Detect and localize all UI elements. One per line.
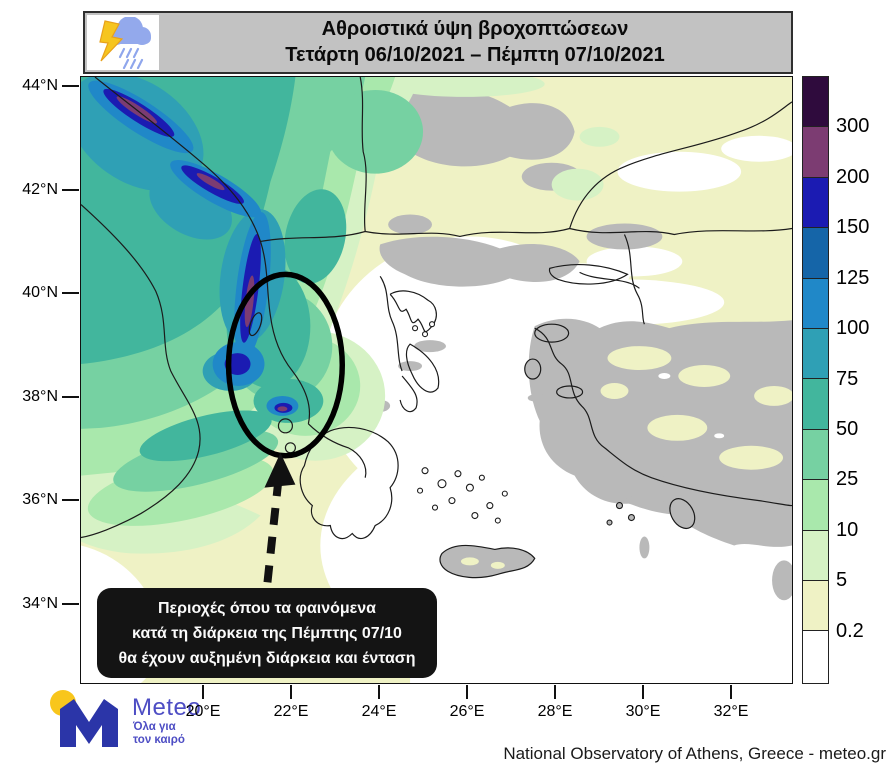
colorbar-tick-label: 0.2	[836, 619, 864, 642]
lat-tick-label: 42°N	[22, 180, 58, 198]
rainfall-field	[81, 77, 620, 554]
colorbar-segment	[803, 278, 828, 330]
lon-tick-mark	[202, 685, 204, 699]
lon-tick-mark	[290, 685, 292, 699]
lat-tick-mark	[62, 85, 79, 87]
lat-tick-mark	[62, 603, 79, 605]
map-title: Αθροιστικά ύψη βροχοπτώσεων	[321, 18, 629, 40]
colorbar-tick-label: 150	[836, 216, 870, 239]
colorbar	[802, 76, 829, 684]
colorbar-tick-label: 50	[836, 417, 859, 440]
annotation-line: θα έχουν αυξημένη διάρκεια και ένταση	[118, 649, 416, 667]
colorbar-segment	[803, 530, 828, 582]
colorbar-segment	[803, 228, 828, 279]
lat-tick-mark	[62, 395, 79, 398]
annotation-line: κατά τη διάρκεια της Πέμπτης 07/10	[132, 624, 402, 642]
colorbar-segment	[803, 379, 828, 430]
lon-tick-label: 20°E	[185, 703, 221, 720]
coastlines	[81, 77, 792, 579]
colorbar-tick-label: 10	[836, 518, 859, 541]
map-date-range: Τετάρτη 06/10/2021 – Πέμπτη 07/10/2021	[285, 44, 665, 66]
colorbar-tick-label: 125	[836, 266, 870, 289]
highlight-annotations	[225, 271, 346, 583]
annotation-line: Περιοχές όπου τα φαινόμενα	[157, 599, 377, 617]
map-frame	[80, 76, 793, 684]
colorbar-segment	[803, 581, 828, 632]
meteo-logo: Meteo Όλα για τον καιρό	[48, 688, 278, 758]
lon-tick-mark	[642, 685, 644, 699]
colorbar-tick-label: 100	[836, 317, 870, 340]
lat-tick-label: 44°N	[22, 77, 58, 94]
precipitation-map	[81, 77, 792, 683]
lon-tick-mark	[554, 685, 556, 699]
lat-tick-mark	[62, 188, 79, 191]
lon-tick-mark	[730, 685, 732, 699]
lon-tick-label: 32°E	[713, 703, 749, 720]
title-block: Αθροιστικά ύψη βροχοπτώσεων Τετάρτη 06/1…	[161, 13, 789, 72]
highlight-ellipse	[225, 271, 346, 459]
lon-tick-mark	[378, 685, 380, 699]
colorbar-segment	[803, 127, 828, 178]
lat-tick-label: 38°N	[22, 387, 58, 405]
colorbar-segment	[803, 631, 828, 682]
trace-rain-patches	[460, 346, 792, 569]
storm-icon	[87, 15, 159, 70]
colorbar-tick-label: 200	[836, 165, 870, 188]
logo-m-icon	[60, 699, 118, 747]
lat-tick-label: 40°N	[22, 284, 58, 302]
colorbar-segment	[803, 429, 828, 481]
dry-land-regions	[81, 87, 792, 680]
colorbar-segment	[803, 77, 828, 128]
colorbar-tick-label: 75	[836, 367, 859, 390]
colorbar-segment	[803, 480, 828, 531]
logo-tagline-line2: τον καιρό	[133, 733, 185, 746]
colorbar-tick-label: 25	[836, 468, 859, 491]
attribution: National Observatory of Athens, Greece -…	[503, 744, 886, 763]
title-bar: Αθροιστικά ύψη βροχοπτώσεων Τετάρτη 06/1…	[83, 11, 793, 74]
logo-tagline-line1: Όλα για	[133, 721, 176, 733]
lon-tick-label: 22°E	[273, 703, 309, 720]
lon-tick-label: 30°E	[625, 703, 661, 720]
lat-tick-mark	[62, 292, 79, 295]
lat-tick-label: 34°N	[22, 595, 58, 612]
logo-tagline: Όλα για τον καιρό	[133, 721, 185, 746]
lon-tick-label: 28°E	[537, 703, 573, 720]
island-dots	[412, 321, 635, 526]
lon-tick-mark	[466, 685, 468, 699]
logo-brand: Meteo	[132, 694, 202, 721]
colorbar-segment	[803, 177, 828, 229]
lon-tick-label: 26°E	[449, 703, 485, 720]
colorbar-segment	[803, 329, 828, 380]
annotation-box: Περιοχές όπου τα φαινόμενα κατά τη διάρκ…	[97, 588, 437, 678]
lon-tick-label: 24°E	[361, 703, 397, 720]
lat-tick-label: 36°N	[22, 491, 58, 509]
lat-tick-mark	[62, 499, 79, 502]
cloud-lightning-rain-icon	[99, 16, 151, 69]
arrow-head	[264, 452, 296, 488]
colorbar-tick-label: 300	[836, 115, 870, 138]
colorbar-tick-label: 5	[836, 569, 848, 592]
